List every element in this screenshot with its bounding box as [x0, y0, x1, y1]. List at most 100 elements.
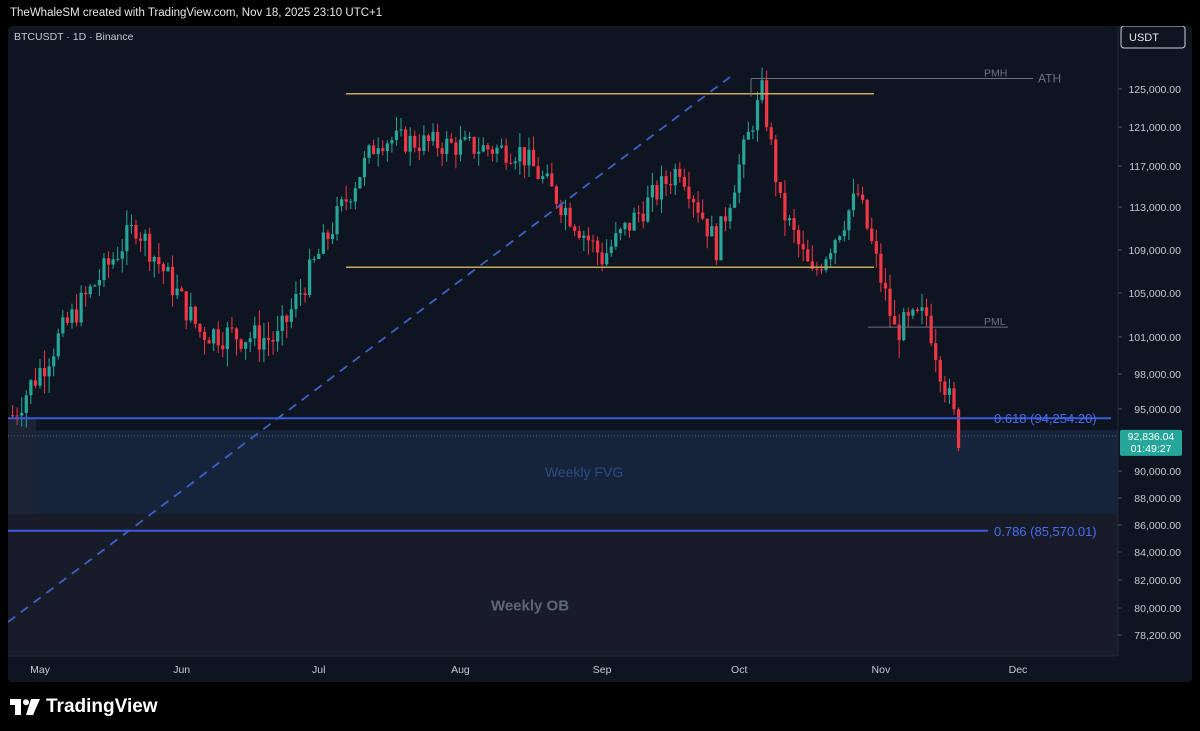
- candle-body: [362, 157, 367, 178]
- candle-body: [266, 337, 271, 340]
- candle-body: [669, 184, 673, 186]
- candle-body: [170, 266, 175, 296]
- tradingview-logo-text: TradingView: [46, 696, 158, 717]
- candle-body: [330, 234, 335, 240]
- candle-body: [486, 145, 490, 150]
- candle-body: [74, 309, 79, 323]
- candle-body: [79, 292, 83, 323]
- currency-button[interactable]: [1120, 26, 1186, 49]
- candle-body: [125, 225, 129, 252]
- candle-body: [765, 80, 769, 128]
- time-tick-label: Dec: [1009, 664, 1028, 676]
- time-axis[interactable]: May Jun Jul Aug Sep Oct Nov Dec: [8, 655, 1192, 682]
- candle-body: [340, 199, 344, 207]
- candle-body: [367, 145, 371, 158]
- candle-body: [760, 80, 764, 101]
- candle-body: [915, 309, 920, 311]
- candle-body: [614, 233, 618, 247]
- candle-body: [650, 185, 654, 198]
- candle-body: [198, 323, 202, 332]
- candle-body: [29, 380, 33, 396]
- price-chart[interactable]: PMH ATH PML 0.618 (94,254.20) 0.786 (85,…: [8, 26, 1192, 682]
- attribution-bar: TheWhaleSM created with TradingView.com,…: [0, 0, 1200, 26]
- time-tick-label: Sep: [593, 664, 612, 676]
- candle-body: [458, 139, 463, 155]
- candle-body: [239, 339, 243, 349]
- candle-body: [929, 315, 933, 344]
- candle-body: [522, 147, 527, 166]
- candle-body: [815, 268, 819, 270]
- candle-body: [454, 142, 458, 155]
- candle-body: [481, 145, 485, 152]
- candle-body: [691, 198, 696, 203]
- candle-body: [851, 193, 856, 211]
- time-tick-label: Oct: [731, 664, 747, 676]
- left-zone: [8, 418, 36, 515]
- price-tick-label: 95,000.00: [1134, 404, 1181, 416]
- candle-body: [435, 131, 440, 149]
- candle-body: [906, 312, 910, 316]
- tradingview-logo[interactable]: TradingView: [10, 696, 158, 718]
- candle-body: [952, 388, 956, 410]
- price-axis[interactable]: 125,000.00 121,000.00 117,000.00 113,000.00…: [1117, 26, 1192, 656]
- candle-body: [216, 329, 220, 346]
- candle-body: [353, 188, 357, 202]
- candle-body: [381, 148, 385, 152]
- candle-body: [431, 131, 435, 142]
- candle-body: [577, 230, 581, 238]
- candle-body: [554, 186, 559, 204]
- price-tick-label: 121,000.00: [1128, 122, 1181, 134]
- candle-body: [271, 339, 275, 342]
- candle-body: [61, 317, 65, 334]
- candle-body: [321, 232, 325, 254]
- candle-body: [829, 253, 833, 260]
- candle-body: [262, 337, 266, 350]
- last-price-tag-bg: [1120, 429, 1182, 456]
- fib-786-label: 0.786 (85,570.01): [994, 524, 1097, 539]
- candle-body: [193, 306, 197, 324]
- candle-body: [335, 206, 339, 235]
- candle-body: [897, 324, 901, 341]
- candle-body: [842, 230, 846, 237]
- candle-body: [819, 269, 824, 271]
- candle-body: [477, 151, 481, 154]
- candle-body: [733, 192, 737, 208]
- price-tick-label: 84,000.00: [1134, 547, 1181, 559]
- candle-body: [65, 317, 70, 323]
- candle-body: [134, 224, 138, 239]
- candle-body: [230, 327, 234, 329]
- candle-body: [934, 343, 938, 360]
- candle-body: [527, 149, 531, 166]
- candle-body: [737, 164, 741, 193]
- candle-body: [847, 210, 851, 231]
- tradingview-logo-icon: [10, 699, 40, 715]
- candle-body: [312, 258, 316, 260]
- candle-body: [15, 415, 19, 417]
- candle-body: [413, 135, 417, 148]
- candle-body: [38, 367, 42, 386]
- candle-body: [710, 226, 714, 237]
- candle-body: [742, 139, 746, 165]
- fib-618-label: 0.618 (94,254.20): [994, 411, 1097, 426]
- candle-body: [244, 342, 248, 349]
- time-tick-label: Jul: [312, 664, 325, 676]
- price-tick-label: 90,000.00: [1134, 466, 1181, 478]
- candle-body: [207, 339, 211, 344]
- candle-body: [600, 252, 604, 265]
- last-price-countdown: 01:49:27: [1131, 443, 1172, 455]
- price-tick-label: 113,000.00: [1129, 202, 1181, 214]
- chart-panel[interactable]: PMH ATH PML 0.618 (94,254.20) 0.786 (85,…: [8, 26, 1192, 682]
- candle-body: [888, 288, 892, 317]
- candle-body: [637, 212, 641, 214]
- candle-body: [751, 130, 755, 132]
- symbol-label[interactable]: BTCUSDT · 1D · Binance: [14, 31, 134, 43]
- price-tick-label: 86,000.00: [1134, 520, 1181, 532]
- candle-body: [646, 197, 650, 222]
- candle-body: [641, 213, 645, 222]
- candle-body: [404, 129, 408, 152]
- candle-body: [56, 333, 60, 357]
- candle-body: [285, 315, 289, 322]
- price-tick-label: 88,000.00: [1134, 493, 1181, 505]
- candle-body: [632, 212, 636, 231]
- candle-body: [673, 168, 677, 186]
